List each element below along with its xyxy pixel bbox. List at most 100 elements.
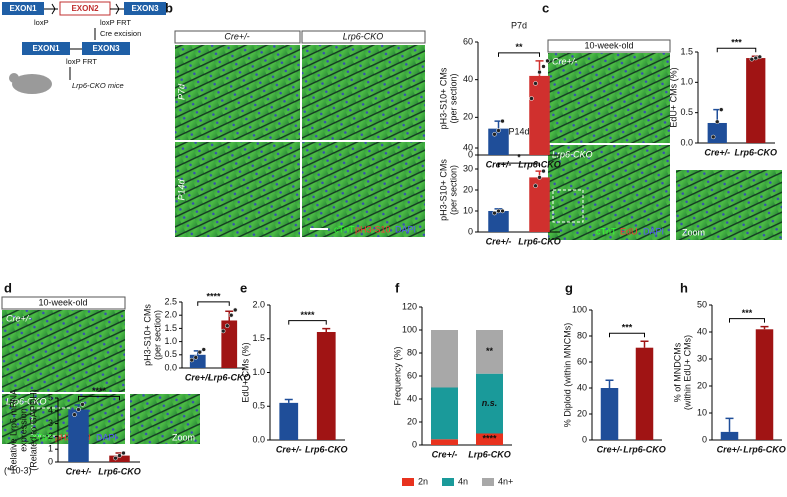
y-tick-label: 30	[463, 163, 473, 173]
panel-letter: e	[240, 280, 247, 295]
y-tick-label: 1.0	[680, 77, 693, 87]
row-label: P14d	[176, 179, 186, 201]
column-label: Cre+/-	[224, 31, 249, 41]
y-tick-label: 80	[407, 347, 417, 357]
y-tick-label: 40	[463, 142, 473, 152]
data-point	[197, 349, 202, 355]
y-axis-label: Relative Lrp6 mRNA	[8, 389, 18, 471]
zoom-label: Zoom	[682, 227, 705, 237]
y-tick-label: 20	[697, 380, 707, 390]
bar	[746, 58, 766, 143]
micrograph	[302, 45, 425, 140]
y-tick-label: 1.5	[252, 333, 265, 343]
error-bar	[605, 379, 614, 388]
annotation: n.s.	[482, 398, 498, 408]
legend-swatch	[442, 478, 454, 486]
y-tick-label: 60	[577, 356, 587, 366]
significance-label: *	[517, 152, 521, 162]
significance-bracket	[716, 47, 757, 53]
x-tick-label: Lrp6-CKO	[98, 466, 141, 476]
bar	[720, 431, 739, 440]
bar	[221, 320, 238, 368]
data-point	[749, 57, 754, 62]
panel-letter: h	[680, 280, 688, 295]
legend-label: 2n	[418, 476, 428, 486]
data-point	[711, 134, 716, 140]
data-point	[189, 357, 194, 363]
x-tick-label: Lrp6-CKO	[305, 444, 348, 454]
y-tick-label: 1	[48, 444, 53, 454]
y-tick-label: 10	[463, 205, 473, 215]
y-tick-label: 3	[48, 418, 53, 428]
bar-segment	[476, 433, 503, 445]
significance-bracket	[729, 318, 765, 323]
legend-swatch	[402, 478, 414, 486]
exon-label: EXON1	[9, 4, 37, 13]
data-point	[193, 355, 198, 360]
x-tick-label: Cre+/-	[704, 147, 730, 157]
row-label: Cre+/-	[552, 56, 577, 66]
x-tick-label: Lrp6-CKO	[743, 444, 786, 454]
stain-label: cTnT	[596, 226, 617, 236]
data-point	[541, 64, 546, 69]
axis-note: (*10-3)	[4, 465, 32, 475]
column-header	[174, 30, 301, 44]
lox-arrow	[51, 3, 120, 15]
x-tick-label: Lrp6-CKO	[518, 236, 561, 246]
data-point	[715, 119, 720, 125]
zoom-box	[552, 189, 584, 223]
exon-label: EXON2	[71, 4, 99, 13]
panel-letter: f	[395, 280, 400, 295]
data-point	[719, 107, 724, 112]
mouse-icon	[9, 73, 19, 83]
x-tick-label: Cre+/-	[276, 444, 302, 454]
data-point	[229, 312, 234, 318]
x-tick-label: Cre+/-	[66, 466, 92, 476]
y-tick-label: 2.0	[164, 310, 177, 320]
micrograph	[548, 145, 670, 240]
y-axis-label: pH3-S10+ CMs	[438, 159, 448, 221]
x-tick-label: Cre+/-	[185, 372, 211, 382]
y-tick-label: 80	[577, 330, 587, 340]
bar-segment	[431, 439, 458, 445]
significance-label: ****	[206, 291, 221, 301]
y-tick-label: 120	[402, 301, 417, 311]
data-point	[541, 168, 546, 174]
micrographs-b: Cre+/- Lrp6-CKO P7d P14d cTnT pH3-S10 DA…	[174, 30, 426, 237]
y-tick-label: 60	[407, 370, 417, 380]
mouse-label: Lrp6-CKO mice	[72, 81, 124, 90]
data-point	[76, 407, 81, 412]
stain-label: cTnT	[334, 224, 355, 234]
error-bar	[322, 327, 331, 332]
micrograph	[548, 53, 670, 143]
zoom-micrograph	[130, 394, 200, 444]
y-tick-label: 10	[697, 407, 707, 417]
legend-label: 4n	[458, 476, 468, 486]
y-tick-label: 2.0	[252, 299, 265, 309]
y-tick-label: 50	[697, 299, 707, 309]
y-tick-label: 0	[468, 149, 473, 159]
micrograph	[175, 45, 300, 140]
zoom-label: Zoom	[172, 432, 195, 442]
y-tick-label: 0.5	[164, 349, 177, 359]
significance-bracket	[288, 320, 327, 325]
significance-bracket	[78, 395, 120, 401]
y-tick-label: 0.0	[252, 434, 265, 444]
panel-letter: b	[165, 0, 173, 15]
legend-label: 4n+	[498, 476, 513, 486]
error-bar	[640, 340, 649, 348]
bar-segment	[476, 330, 503, 374]
y-tick-label: 0	[702, 434, 707, 444]
site-label: loxP FRT	[66, 57, 97, 66]
y-tick-label: 4	[48, 405, 53, 415]
row-label: Lrp6-CKO	[552, 149, 593, 159]
x-tick-label: Lrp6-CKO	[208, 372, 251, 382]
significance-bracket	[498, 162, 540, 168]
x-tick-label: Cre+/-	[486, 236, 512, 246]
column-header	[547, 39, 671, 53]
y-tick-label: 0	[48, 456, 53, 466]
significance-bracket	[609, 332, 645, 338]
bar	[68, 409, 89, 462]
y-tick-label: 2.5	[164, 296, 177, 306]
bar	[488, 211, 509, 232]
